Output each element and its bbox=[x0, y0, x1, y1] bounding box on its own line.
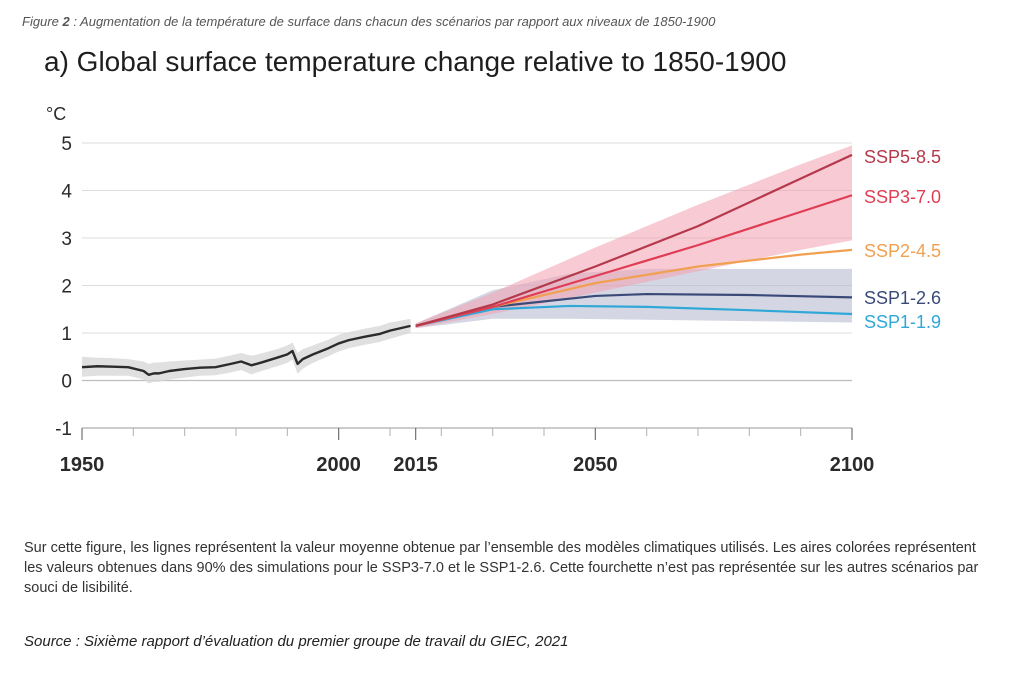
series-label-ssp5-8-5: SSP5-8.5 bbox=[864, 147, 941, 167]
series-label-ssp3-7-0: SSP3-7.0 bbox=[864, 187, 941, 207]
y-tick-label-3: 3 bbox=[61, 229, 72, 250]
caption-prefix: Figure bbox=[22, 14, 63, 29]
y-tick-label-2: 2 bbox=[61, 277, 72, 298]
series-line-ssp1-1-9 bbox=[415, 304, 853, 327]
x-tick-label-1950: 1950 bbox=[60, 454, 105, 476]
x-tick-label-2100: 2100 bbox=[830, 454, 875, 476]
chart-title: a) Global surface temperature change rel… bbox=[44, 46, 787, 77]
y-tick-label-5: 5 bbox=[61, 134, 72, 155]
y-tick-label-1: 1 bbox=[61, 324, 72, 345]
series-label-ssp2-4-5: SSP2-4.5 bbox=[864, 241, 941, 261]
y-tick-label--1: -1 bbox=[55, 419, 72, 440]
temperature-chart: -1 0 1 2 3 4 5 °C 1950 2000 2015 2050 2100 SSP5-8.5 SS… bbox=[46, 104, 941, 476]
source-citation: Source : Sixième rapport d’évaluation du… bbox=[24, 633, 569, 650]
figure-description: Sur cette figure, les lignes représenten… bbox=[24, 540, 979, 596]
historical-line bbox=[81, 324, 411, 376]
x-tick-label-2000: 2000 bbox=[316, 454, 361, 476]
x-tick-label-2050: 2050 bbox=[573, 454, 618, 476]
series-label-ssp1-1-9: SSP1-1.9 bbox=[864, 312, 941, 332]
series-line-ssp3-7-0 bbox=[415, 194, 853, 327]
historical-uncertainty-band bbox=[82, 318, 411, 384]
band-ssp3-7-0-range bbox=[415, 145, 852, 329]
y-tick-label-0: 0 bbox=[61, 372, 72, 393]
caption-text: : Augmentation de la température de surf… bbox=[69, 14, 716, 29]
figure-caption: Figure 2 : Augmentation de la températur… bbox=[22, 14, 715, 29]
caption-number: 2 bbox=[62, 14, 70, 29]
series-line-ssp5-8-5 bbox=[415, 153, 853, 327]
series-label-ssp1-2-6: SSP1-2.6 bbox=[864, 288, 941, 308]
y-axis-unit: °C bbox=[46, 104, 66, 124]
y-tick-label-4: 4 bbox=[61, 182, 72, 203]
x-tick-label-2015: 2015 bbox=[393, 454, 438, 476]
